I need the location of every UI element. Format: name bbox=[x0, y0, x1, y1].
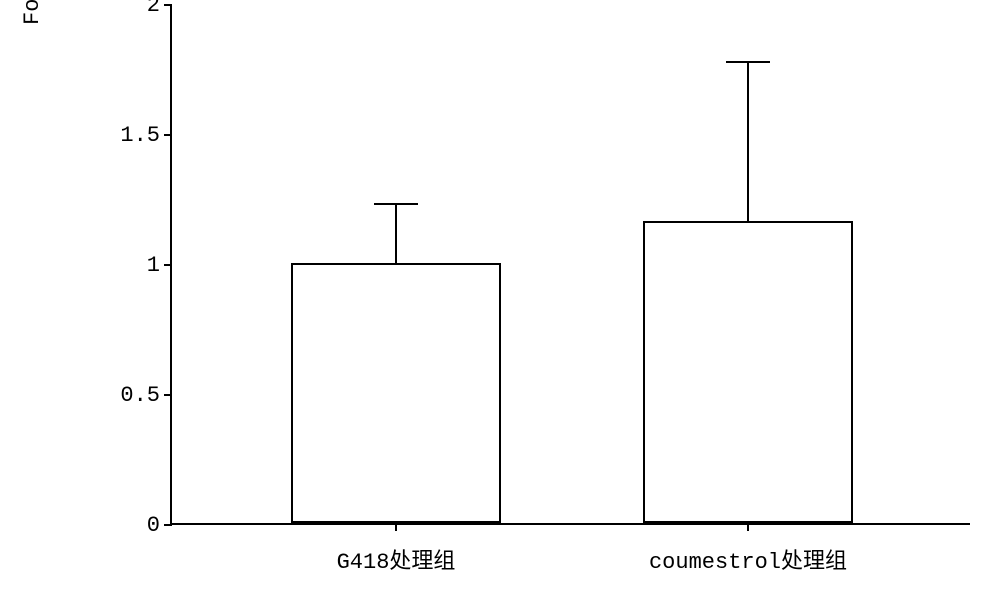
y-tick-label: 0 bbox=[147, 513, 160, 538]
y-axis-label: Fold bbox=[20, 0, 45, 25]
error-bar-cap bbox=[374, 203, 418, 205]
x-tick bbox=[747, 523, 749, 531]
y-tick-label: 1.5 bbox=[120, 123, 160, 148]
chart-container: 00.511.52G418处理组coumestrol处理组 bbox=[110, 0, 970, 530]
y-tick-label: 0.5 bbox=[120, 383, 160, 408]
x-tick bbox=[395, 523, 397, 531]
y-tick bbox=[164, 4, 172, 6]
y-tick bbox=[164, 394, 172, 396]
y-tick bbox=[164, 134, 172, 136]
bar bbox=[643, 221, 853, 523]
error-bar-cap bbox=[726, 61, 770, 63]
x-axis-label: G418处理组 bbox=[276, 543, 516, 575]
x-axis-label: coumestrol处理组 bbox=[628, 543, 868, 575]
bar bbox=[291, 263, 501, 523]
y-tick-label: 2 bbox=[147, 0, 160, 18]
y-tick-label: 1 bbox=[147, 253, 160, 278]
error-bar-vertical bbox=[747, 62, 749, 223]
y-tick bbox=[164, 524, 172, 526]
plot-area: 00.511.52G418处理组coumestrol处理组 bbox=[170, 5, 970, 525]
y-tick bbox=[164, 264, 172, 266]
error-bar-vertical bbox=[395, 204, 397, 265]
